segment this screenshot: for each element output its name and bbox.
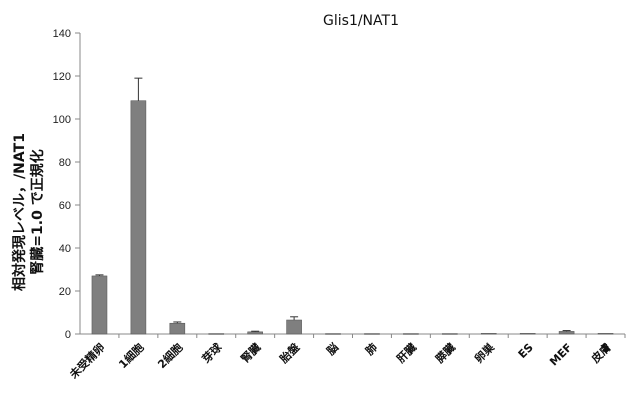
y-tick-label: 40: [59, 243, 71, 255]
bar: [248, 332, 263, 334]
bar: [287, 320, 302, 334]
y-tick-label: 80: [59, 157, 71, 169]
x-tick-label: 2細胞: [155, 340, 186, 371]
bar: [520, 333, 535, 334]
y-axis-label: 相対発現レベル，/NAT1 腎臓=1.0 で正規化: [11, 133, 46, 291]
plot-area: 0 20 40 60 80 100 120 140 未受精卵 1細胞 2細胞芽球腎臓胎盤 脳 肺肝臓膵臓…: [53, 28, 625, 382]
bar: [326, 334, 341, 335]
x-tick-label: 肺: [362, 340, 380, 358]
bar: [364, 334, 379, 335]
bar: [209, 334, 224, 335]
x-tick-label: 脳: [324, 341, 341, 358]
bar: [403, 334, 418, 335]
y-axis-label-line2: 腎臓=1.0 で正規化: [29, 149, 46, 274]
bar: [442, 334, 457, 335]
bar: [598, 333, 613, 334]
x-tick-label: 肝臓: [394, 340, 419, 365]
x-tick-label: MEF: [547, 341, 575, 369]
bar: [92, 276, 107, 334]
x-tick-label: 皮膚: [587, 340, 613, 366]
x-tick-label: 胎盤: [276, 340, 303, 367]
bar: [481, 333, 496, 334]
y-tick-label: 140: [53, 28, 71, 40]
x-tick-label: ES: [516, 341, 536, 361]
chart-title: Glis1/NAT1: [323, 13, 399, 29]
x-tick-label: 芽球: [199, 340, 225, 366]
x-tick-label: 未受精卵: [66, 340, 108, 382]
y-axis-label-line1: 相対発現レベル，/NAT1: [11, 133, 28, 291]
x-tick-label: 1細胞: [116, 340, 147, 371]
y-tick-label: 100: [53, 114, 71, 126]
x-tick-label: 膵臓: [432, 340, 457, 365]
bar: [170, 323, 185, 334]
bar: [559, 331, 574, 334]
y-tick-label: 60: [59, 200, 71, 212]
bar: [131, 101, 146, 334]
x-tick-label: 卵巣: [471, 340, 497, 366]
y-tick-label: 120: [53, 71, 71, 83]
y-tick-label: 20: [59, 286, 71, 298]
x-tick-label: 腎臓: [238, 340, 263, 365]
y-tick-label: 0: [65, 329, 71, 341]
